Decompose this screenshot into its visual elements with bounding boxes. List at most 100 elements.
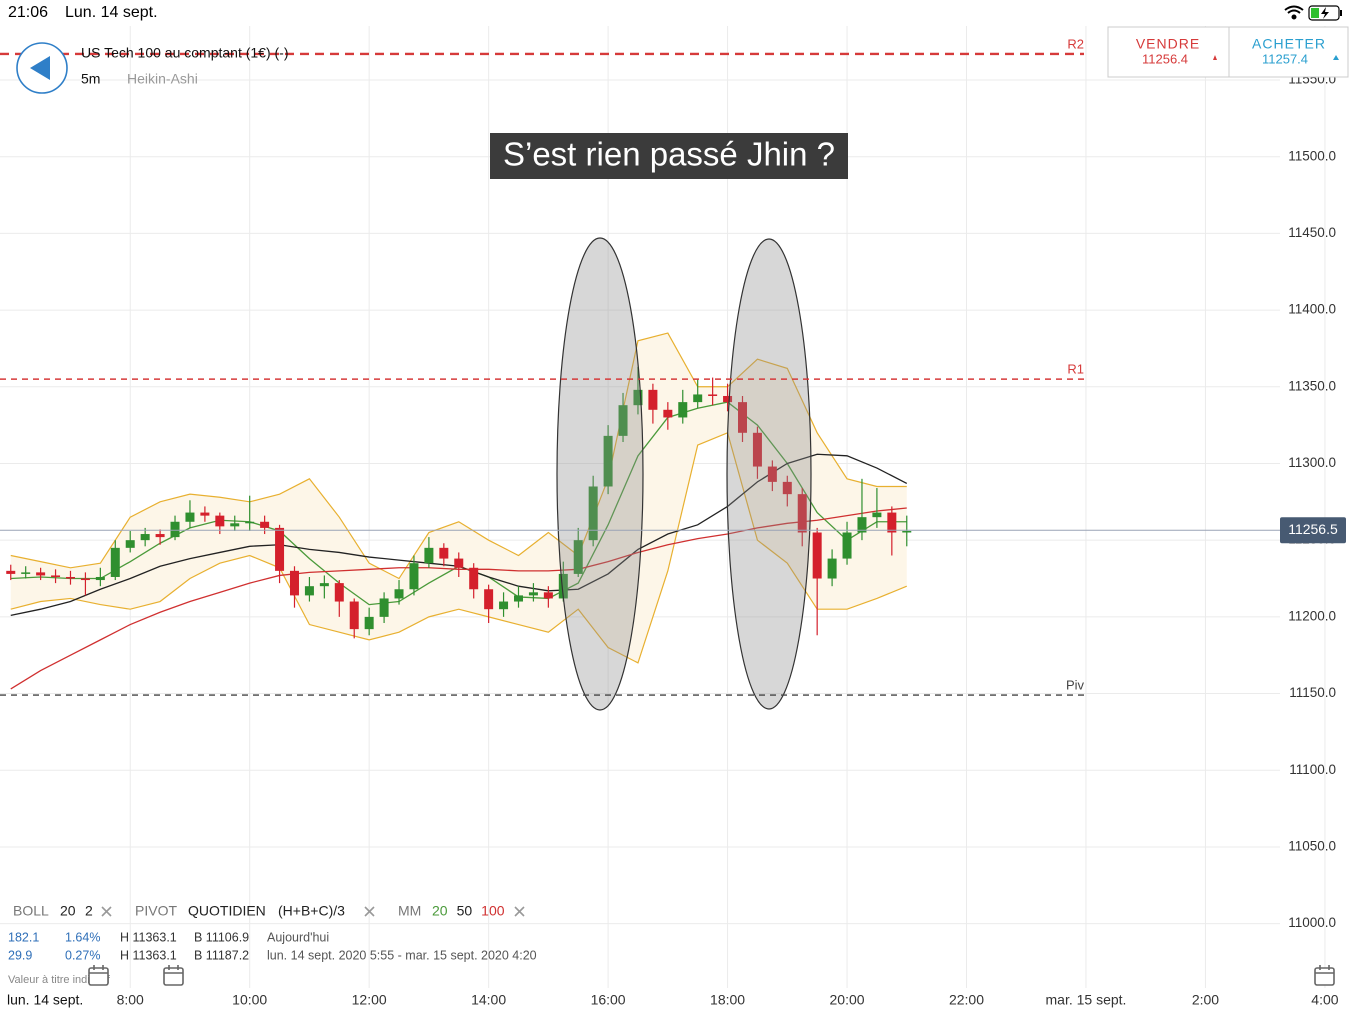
buy-price[interactable]: 11257.4 bbox=[1262, 51, 1308, 66]
status-bar bbox=[0, 0, 1350, 26]
candle-body bbox=[245, 521, 255, 524]
sell-price[interactable]: 11256.4 bbox=[1142, 51, 1188, 66]
boll-period[interactable]: 20 bbox=[60, 903, 76, 919]
interval[interactable]: 5m bbox=[81, 71, 100, 87]
calendar-icon[interactable] bbox=[163, 965, 184, 986]
y-tick-label: 11450.0 bbox=[1288, 225, 1336, 240]
back-arrow[interactable] bbox=[30, 56, 50, 80]
x-tick-label: 18:00 bbox=[710, 992, 745, 1008]
indicator-legend: BOLL 20 2 PIVOT QUOTIDIEN (H+B+C)/3 MM 2… bbox=[13, 903, 525, 919]
y-tick-label: 11150.0 bbox=[1289, 685, 1336, 700]
stat-period: Aujourd'hui bbox=[267, 930, 329, 944]
y-tick-label: 11050.0 bbox=[1288, 839, 1336, 854]
pivot-label: R1 bbox=[1067, 362, 1084, 377]
mm-period[interactable]: 50 bbox=[457, 903, 473, 919]
candle-body bbox=[767, 466, 777, 482]
candle-body bbox=[155, 534, 165, 538]
candle-body bbox=[693, 394, 703, 403]
chart-style[interactable]: Heikin-Ashi bbox=[127, 71, 198, 87]
candle-body bbox=[872, 512, 882, 518]
candle-body bbox=[812, 532, 822, 579]
stat-change: 29.9 bbox=[8, 948, 32, 962]
wifi-icon bbox=[1284, 5, 1304, 20]
close-pivot[interactable] bbox=[364, 906, 375, 917]
back-button[interactable] bbox=[16, 42, 68, 94]
x-tick-label: 8:00 bbox=[117, 992, 144, 1008]
quote-box: VENDRE 11256.4 ACHETER 11257.4 bbox=[1107, 26, 1349, 78]
pivot-frequency[interactable]: QUOTIDIEN bbox=[188, 903, 266, 919]
candle-body bbox=[648, 389, 658, 410]
calendar-icons[interactable] bbox=[88, 965, 1335, 986]
calendar-icon[interactable] bbox=[88, 965, 109, 986]
candle-body bbox=[558, 573, 568, 599]
candle-body bbox=[125, 540, 135, 548]
candle-body bbox=[827, 558, 837, 579]
buy-arrow bbox=[1333, 55, 1339, 60]
y-tick-label: 11100.0 bbox=[1289, 762, 1336, 777]
candle-body bbox=[409, 563, 419, 590]
x-tick-label: 14:00 bbox=[471, 992, 506, 1008]
candle-body bbox=[185, 512, 195, 522]
drawn-ellipses bbox=[556, 237, 812, 711]
pivot-name[interactable]: PIVOT bbox=[135, 903, 177, 919]
y-tick-label: 11000.0 bbox=[1288, 915, 1336, 930]
x-tick-label: 22:00 bbox=[949, 992, 984, 1008]
annotation-box bbox=[490, 133, 848, 179]
candle-body bbox=[6, 570, 16, 574]
stat-period: lun. 14 sept. 2020 5:55 - mar. 15 sept. … bbox=[267, 948, 537, 962]
candle-body bbox=[528, 592, 538, 596]
x-tick-label: 20:00 bbox=[830, 992, 865, 1008]
candle-body bbox=[633, 389, 643, 406]
pivot-formula[interactable]: (H+B+C)/3 bbox=[278, 903, 345, 919]
candle-body bbox=[304, 586, 314, 596]
candle-body bbox=[603, 435, 613, 487]
stat-low: B 11187.2 bbox=[194, 948, 249, 962]
sell-label[interactable]: VENDRE bbox=[1136, 36, 1200, 52]
candle-body bbox=[618, 405, 628, 436]
mm-period[interactable]: 20 bbox=[432, 903, 448, 919]
annotation-text: S’est rien passé Jhin ? bbox=[503, 136, 835, 173]
stats: 182.1 1.64% H 11363.1 B 11106.9 Aujourd'… bbox=[8, 930, 537, 962]
status-time: 21:06 bbox=[8, 4, 48, 21]
y-tick-label: 11500.0 bbox=[1288, 148, 1336, 163]
buy-button[interactable]: ACHETER 11257.4 bbox=[1252, 36, 1339, 67]
candle-body bbox=[499, 601, 509, 610]
candle-body bbox=[110, 547, 120, 577]
candle-body bbox=[857, 517, 867, 533]
bollinger-upper bbox=[10, 332, 907, 580]
candle-body bbox=[469, 567, 479, 590]
buy-label[interactable]: ACHETER bbox=[1252, 36, 1326, 52]
sell-button[interactable]: VENDRE 11256.4 bbox=[1136, 36, 1217, 67]
candle-body bbox=[51, 575, 61, 577]
calendar-icon[interactable] bbox=[1314, 965, 1335, 986]
axes: 8:00 10:00 12:00 14:00 16:00 18:00 20:00 22:00 m… bbox=[7, 72, 1346, 1008]
candle-body bbox=[275, 527, 285, 571]
boll-deviation[interactable]: 2 bbox=[85, 903, 93, 919]
candle-body bbox=[65, 576, 75, 579]
candle-body bbox=[573, 540, 583, 574]
mm-name[interactable]: MM bbox=[398, 903, 421, 919]
candles bbox=[6, 366, 912, 639]
candle-body bbox=[513, 595, 523, 602]
candle-body bbox=[200, 512, 210, 516]
x-tick-label: 2:00 bbox=[1192, 992, 1219, 1008]
current-price-label: 11256.5 bbox=[1288, 521, 1338, 537]
stat-high: H 11363.1 bbox=[120, 930, 177, 944]
candle-body bbox=[95, 576, 105, 581]
close-boll[interactable] bbox=[101, 906, 112, 917]
close-mm[interactable] bbox=[514, 906, 525, 917]
candle-body bbox=[902, 530, 912, 533]
candle-body bbox=[80, 578, 90, 581]
candle-body bbox=[230, 523, 240, 527]
pivot-levels: R2 R1 Piv bbox=[0, 36, 1282, 696]
candle-body bbox=[349, 601, 359, 630]
candle-body bbox=[170, 521, 180, 538]
mm-period[interactable]: 100 bbox=[481, 903, 505, 919]
ellipse-annotation bbox=[556, 237, 644, 711]
pivot-label: R2 bbox=[1067, 36, 1084, 51]
candle-body bbox=[364, 616, 374, 630]
candle-body bbox=[439, 547, 449, 559]
boll-name[interactable]: BOLL bbox=[13, 903, 49, 919]
